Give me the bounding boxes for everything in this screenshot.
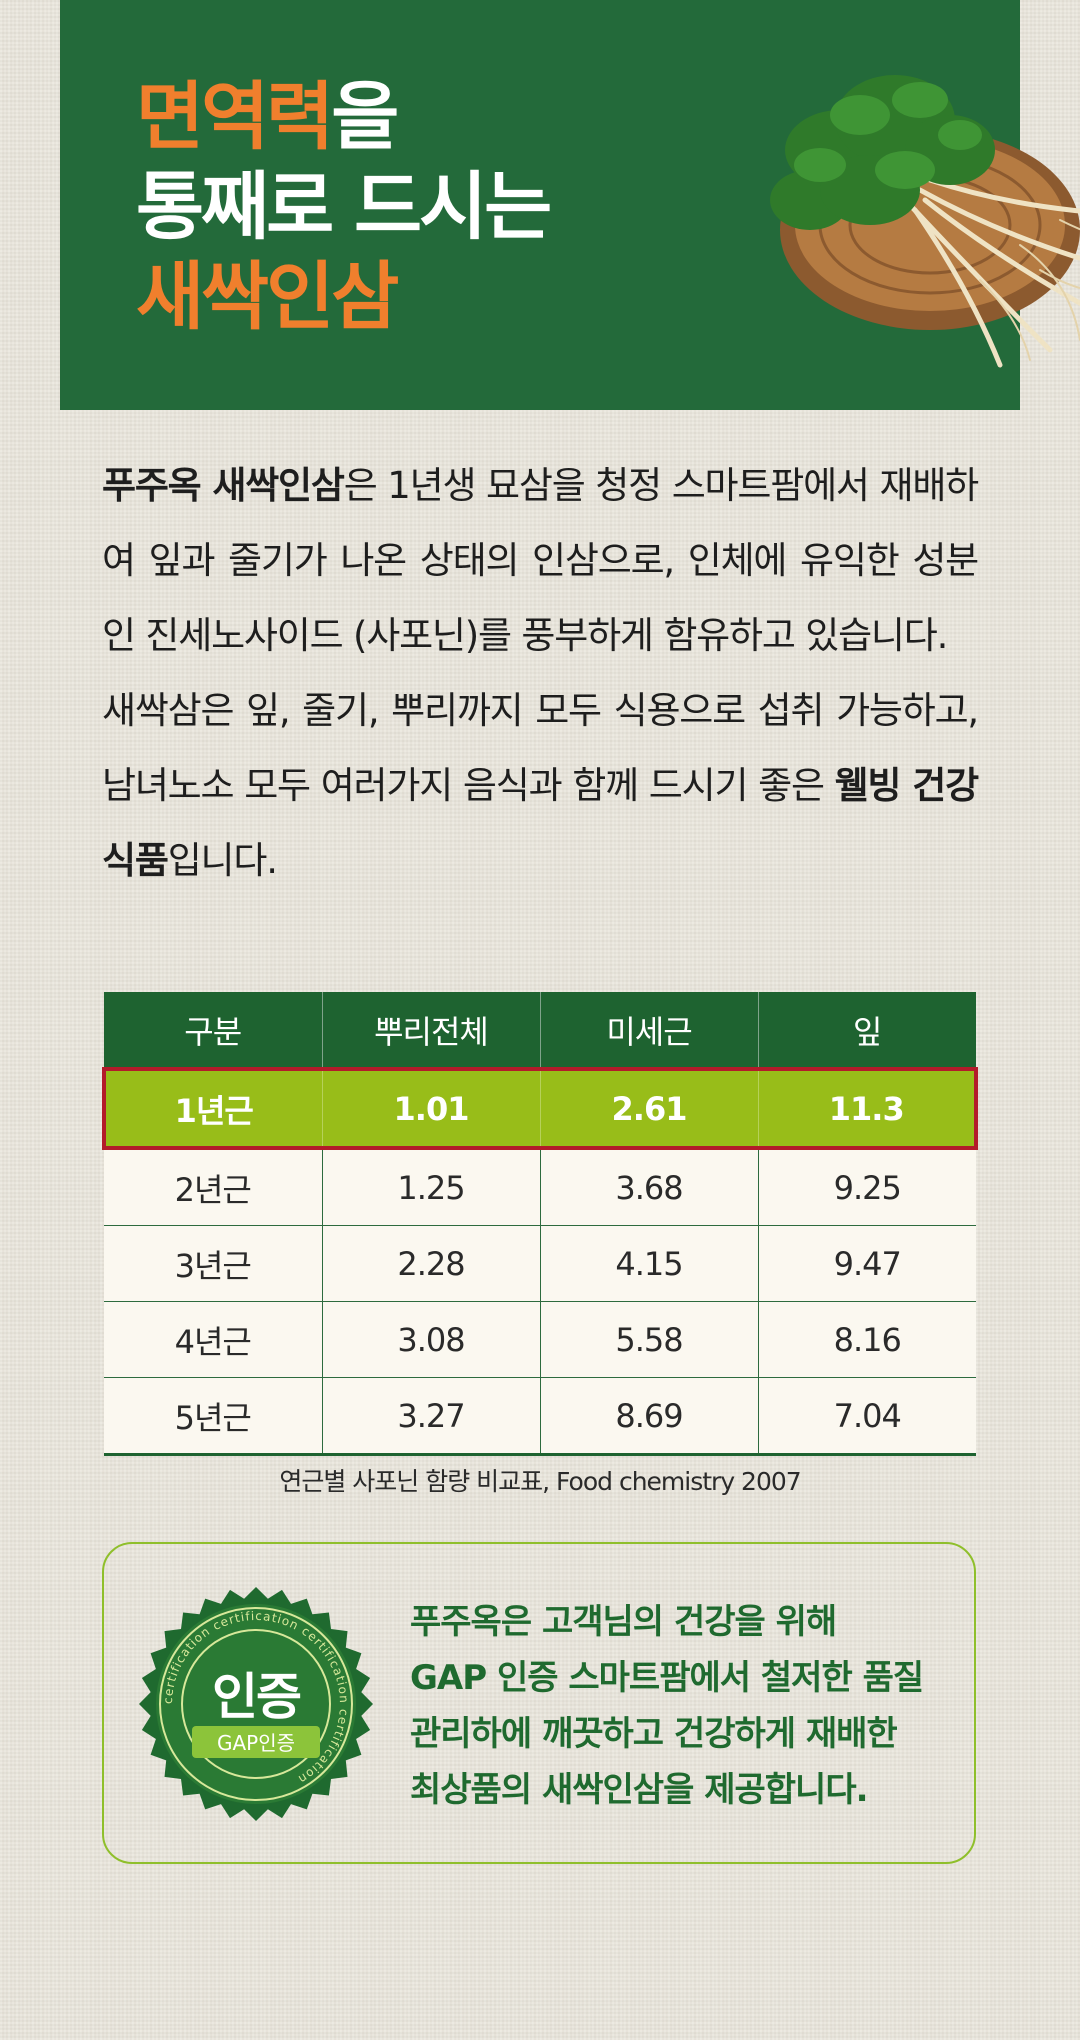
gap-certification-seal: certification certification certificatio… [139, 1587, 373, 1821]
table-cell: 4.15 [539, 1225, 758, 1302]
table-cell: 4년근 [104, 1301, 322, 1378]
table-cell: 8.69 [539, 1377, 758, 1456]
table-header-row: 구분 뿌리전체 미세근 잎 [104, 992, 976, 1069]
table-row: 4년근 3.08 5.58 8.16 [104, 1301, 976, 1378]
hero-title: 면역력을 통째로 드시는 새싹인삼 [136, 72, 552, 342]
header-whole-root: 뿌리전체 [321, 992, 540, 1069]
table-cell: 3.08 [321, 1301, 540, 1378]
table-cell: 7.04 [757, 1377, 976, 1456]
table-cell: 2.61 [539, 1067, 758, 1150]
hero-line-1: 면역력을 [136, 72, 549, 162]
table-cell: 2.28 [321, 1225, 540, 1302]
certification-box: certification certification certificatio… [102, 1542, 976, 1864]
cert-line-4: 최상품의 새싹인삼을 제공합니다. [410, 1770, 869, 1810]
cert-line-3: 관리하에 깨끗하고 건강하게 재배한 [410, 1714, 898, 1754]
hero-particle: 을 [331, 74, 399, 160]
seal-sub-text: GAP인증 [217, 1731, 295, 1755]
header-fine-root: 미세근 [539, 992, 758, 1069]
header-category: 구분 [104, 992, 322, 1069]
ginseng-basket-image [770, 75, 1080, 368]
table-cell: 11.3 [757, 1067, 978, 1150]
table-row-highlighted: 1년근 1.01 2.61 11.3 [102, 1067, 978, 1150]
description-paragraph-1: 푸주옥 새싹인삼은 1년생 묘삼을 청정 스마트팜에서 재배하여 잎과 줄기가 … [102, 448, 979, 673]
table-row: 5년근 3.27 8.69 7.04 [104, 1377, 976, 1456]
wellbeing-food-emphasis: 웰빙 건강식품 [102, 764, 979, 882]
hero-banner: 면역력을 통째로 드시는 새싹인삼 [60, 0, 1080, 410]
table-cell: 1.01 [321, 1067, 540, 1150]
description-text-1: 은 1년생 묘삼을 청정 스마트팜에서 재배하여 잎과 줄기가 나온 상태의 인… [102, 464, 979, 657]
description-paragraph-2: 새싹삼은 잎, 줄기, 뿌리까지 모두 식용으로 섭취 가능하고, 남녀노소 모… [102, 673, 979, 898]
table-cell: 3년근 [104, 1225, 322, 1302]
hero-line-3: 새싹인삼 [136, 254, 399, 340]
cert-line-1: 푸주옥은 고객님의 건강을 위해 [410, 1602, 837, 1642]
table-cell: 1년근 [102, 1067, 322, 1150]
table-cell: 9.25 [757, 1147, 976, 1226]
table-cell: 2년근 [104, 1147, 322, 1226]
table-row: 2년근 1.25 3.68 9.25 [104, 1147, 976, 1226]
brand-product-name: 푸주옥 새싹인삼 [102, 464, 345, 507]
table-cell: 5.58 [539, 1301, 758, 1378]
table-cell: 1.25 [321, 1147, 540, 1226]
table-cell: 9.47 [757, 1225, 976, 1302]
product-description: 푸주옥 새싹인삼은 1년생 묘삼을 청정 스마트팜에서 재배하여 잎과 줄기가 … [102, 448, 979, 898]
table-cell: 3.68 [539, 1147, 758, 1226]
seal-main-text: 인증 [212, 1668, 301, 1726]
saponin-table: 구분 뿌리전체 미세근 잎 1년근 1.01 2.61 11.3 2년근 1.2… [102, 992, 978, 1456]
table-cell: 3.27 [321, 1377, 540, 1456]
table-cell: 5년근 [104, 1377, 322, 1456]
table-cell: 8.16 [757, 1301, 976, 1378]
description-text-2: 새싹삼은 잎, 줄기, 뿌리까지 모두 식용으로 섭취 가능하고, 남녀노소 모… [102, 689, 979, 807]
table-row: 3년근 2.28 4.15 9.47 [104, 1225, 976, 1302]
header-leaf: 잎 [757, 992, 976, 1069]
certification-message: 푸주옥은 고객님의 건강을 위해 GAP 인증 스마트팜에서 철저한 품질 관리… [410, 1594, 970, 1818]
hero-highlight-immunity: 면역력 [136, 74, 334, 160]
description-text-end: 입니다. [167, 839, 278, 882]
cert-line-2: GAP 인증 스마트팜에서 철저한 품질 [410, 1658, 924, 1698]
table-caption: 연근별 사포닌 함량 비교표, Food chemistry 2007 [279, 1467, 801, 1496]
hero-line-2: 통째로 드시는 [136, 164, 552, 250]
